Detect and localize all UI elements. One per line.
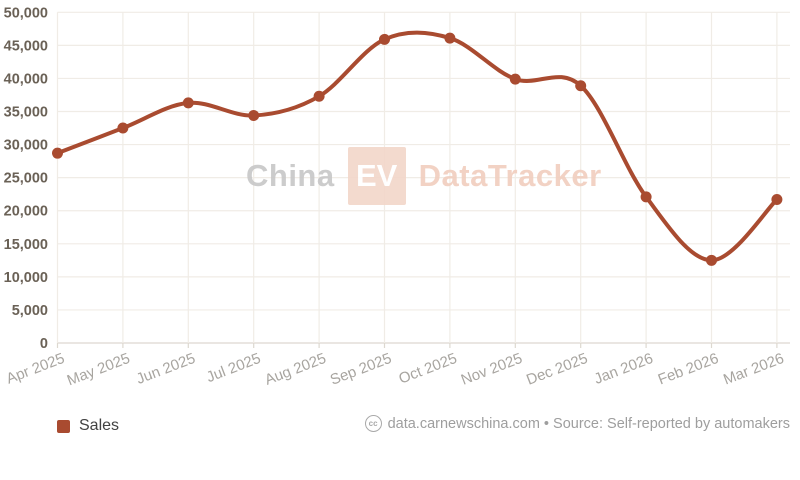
x-axis-tick-label: Jan 2026 <box>592 350 656 388</box>
y-axis-tick-label: 50,000 <box>4 5 48 21</box>
data-point-jan-2026[interactable] <box>640 191 652 203</box>
data-point-nov-2025[interactable] <box>509 73 521 85</box>
data-point-mar-2026[interactable] <box>771 193 783 205</box>
x-axis-tick-label: Mar 2026 <box>721 350 786 389</box>
attribution-text: data.carnewschina.com • Source: Self-rep… <box>387 415 790 432</box>
y-axis-tick-label: 15,000 <box>4 237 48 253</box>
y-axis-tick-label: 30,000 <box>4 138 48 154</box>
data-point-apr-2025[interactable] <box>52 147 63 159</box>
y-axis-tick-label: 45,000 <box>4 38 48 54</box>
y-axis-tick-label: 40,000 <box>4 71 48 87</box>
x-axis-tick-label: Sep 2025 <box>328 350 394 389</box>
data-point-feb-2026[interactable] <box>706 254 717 266</box>
legend: Sales <box>57 417 119 435</box>
sales-series-line <box>55 30 779 263</box>
creative-commons-icon: cc <box>364 415 382 432</box>
data-point-oct-2025[interactable] <box>444 32 456 44</box>
x-axis-tick-label: Nov 2025 <box>459 350 525 389</box>
y-axis-tick-label: 35,000 <box>4 105 48 121</box>
x-axis-tick-label: Aug 2025 <box>262 350 328 389</box>
x-axis-tick-label: May 2025 <box>65 350 133 389</box>
data-point-may-2025[interactable] <box>117 122 129 134</box>
sales-line-chart[interactable]: 0 5,000 10,000 15,000 20,000 25,000 30,000 35,0… <box>0 0 800 400</box>
sales-series-swatch <box>57 419 70 433</box>
data-point-dec-2025[interactable] <box>575 80 587 92</box>
data-point-jun-2025[interactable] <box>182 97 194 109</box>
y-axis-tick-label: 25,000 <box>4 171 48 187</box>
y-axis-tick-label: 0 <box>40 336 48 352</box>
y-axis-tick-label: 20,000 <box>4 204 48 220</box>
y-axis-tick-label: 5,000 <box>12 303 48 319</box>
x-axis-tick-label: Jul 2025 <box>204 350 263 386</box>
attribution: cc data.carnewschina.com • Source: Self-… <box>364 415 790 432</box>
x-axis-tick-label: Jun 2025 <box>134 350 198 388</box>
y-axis-tick-label: 10,000 <box>4 270 48 286</box>
data-point-jul-2025[interactable] <box>248 109 260 121</box>
x-axis-tick-label: Feb 2026 <box>656 350 721 389</box>
sales-series-label: Sales <box>79 417 120 434</box>
data-point-aug-2025[interactable] <box>313 90 325 102</box>
x-axis-tick-label: Oct 2025 <box>396 350 459 388</box>
x-axis-tick-label: Dec 2025 <box>524 350 590 389</box>
x-axis-tick-label: Apr 2025 <box>4 350 67 388</box>
data-point-sep-2025[interactable] <box>379 33 390 45</box>
